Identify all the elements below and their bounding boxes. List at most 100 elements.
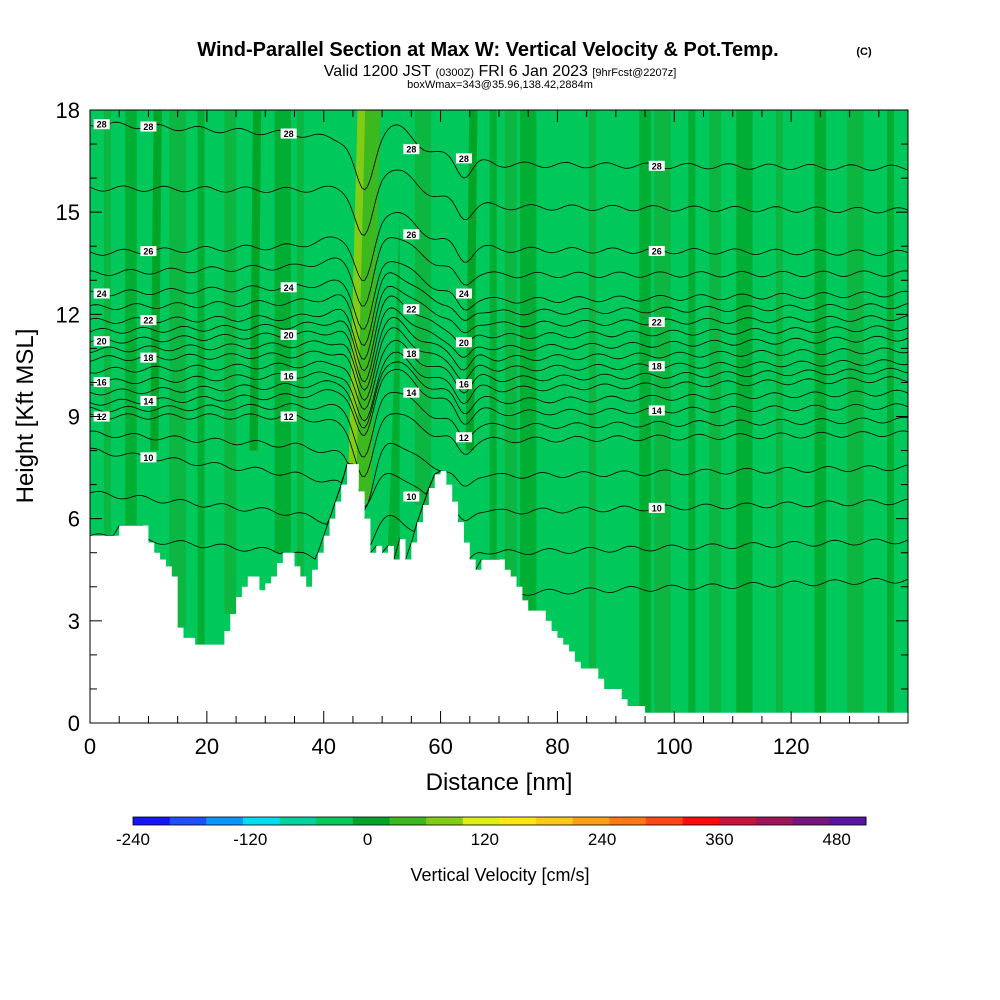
contour-label-bg	[648, 316, 665, 327]
contour-label-text: 10	[406, 492, 416, 502]
contour-label: 18	[140, 352, 157, 363]
chart-subtitle-2: boxWmax=343@35.96,138.42,2884m	[407, 79, 593, 91]
chart-title: Wind-Parallel Section at Max W: Vertical…	[197, 39, 778, 61]
contour-label-text: 16	[459, 380, 469, 390]
contour-label-bg	[93, 377, 110, 388]
velocity-streak	[775, 110, 783, 713]
contour-label-bg	[280, 411, 297, 422]
theta-contour-line	[90, 351, 908, 422]
colorbar-swatch	[756, 817, 794, 825]
theta-contour-line	[90, 285, 908, 360]
theta-contour-line	[90, 368, 908, 436]
colorbar-tick-label: 240	[588, 830, 616, 849]
contour-label-text: 10	[143, 453, 153, 463]
chart-subtitle: Valid 1200 JST (0300Z) FRI 6 Jan 2023 [9…	[324, 63, 677, 80]
contour-label-text: 16	[97, 378, 107, 388]
theta-contour-line	[90, 391, 908, 458]
contour-label-bg	[280, 329, 297, 340]
y-axis-label: Height [Kft MSL]	[12, 329, 39, 504]
contour-label-bg	[93, 119, 110, 130]
contour-label: 10	[140, 452, 157, 463]
contour-label-bg	[648, 361, 665, 372]
x-axis-label: Distance [nm]	[426, 769, 573, 796]
colorbar-swatch	[792, 817, 830, 825]
contour-label-bg	[648, 405, 665, 416]
velocity-streak	[588, 110, 596, 669]
plot-area	[90, 110, 908, 723]
contour-label-text: 26	[652, 246, 662, 256]
theta-contour-line	[90, 463, 908, 560]
contour-label-bg	[280, 128, 297, 139]
contour-label-bg	[403, 348, 420, 359]
contour-label-text: 28	[143, 122, 153, 132]
contour-label-text: 22	[406, 305, 416, 315]
y-tick-label: 12	[56, 302, 80, 327]
velocity-band	[369, 110, 404, 533]
y-tick-label: 9	[68, 405, 80, 430]
theta-contour-line	[90, 339, 908, 411]
contour-label-text: 16	[284, 371, 294, 381]
y-tick-label: 6	[68, 507, 80, 532]
colorbar-swatch	[719, 817, 757, 825]
contour-label-bg	[403, 229, 420, 240]
contour-label-bg	[455, 379, 472, 390]
contour-label-bg	[93, 336, 110, 347]
y-tick-label: 0	[68, 711, 80, 736]
theta-contour-line	[90, 237, 908, 307]
velocity-streak	[709, 110, 722, 713]
contour-label: 26	[648, 245, 665, 256]
contour-label: 10	[403, 491, 420, 502]
y-tick-label: 15	[56, 200, 80, 225]
x-tick-label: 40	[311, 734, 335, 759]
colorbar-swatch	[462, 817, 500, 825]
theta-contour-line	[90, 316, 908, 391]
contour-label: 24	[280, 282, 297, 293]
theta-contour-line	[90, 463, 908, 596]
contour-label-bg	[455, 153, 472, 164]
contour-label-text: 20	[459, 338, 469, 348]
colorbar-swatch	[829, 817, 867, 825]
contour-label-text: 20	[97, 337, 107, 347]
colorbar-swatch	[352, 817, 391, 825]
contour-label-bg	[280, 370, 297, 381]
colorbar-swatch	[206, 817, 244, 825]
velocity-streak	[197, 110, 205, 645]
copyright-mark: (C)	[856, 46, 872, 58]
contour-label: 24	[93, 288, 110, 299]
colorbar-swatch	[169, 817, 207, 825]
velocity-band	[249, 110, 262, 451]
colorbar-swatch	[389, 817, 427, 825]
velocity-field	[104, 110, 894, 713]
contour-label: 16	[455, 379, 472, 390]
colorbar-tick-label: 0	[363, 830, 372, 849]
contour-label: 10	[648, 502, 665, 513]
velocity-streak	[104, 110, 112, 536]
x-tick-label: 100	[656, 734, 693, 759]
contour-label: 22	[140, 315, 157, 326]
colorbar-swatch	[242, 817, 281, 825]
velocity-streak	[224, 110, 237, 615]
theta-contour-line	[90, 212, 908, 281]
contour-label-text: 28	[652, 161, 662, 171]
contour-label: 26	[140, 246, 157, 257]
contour-label-text: 22	[652, 317, 662, 327]
y-axis: 0 3 6 9 12 15 18	[56, 98, 908, 736]
contour-label-bg	[140, 395, 157, 406]
y-tick-label: 18	[56, 98, 80, 123]
contour-label-text: 20	[284, 330, 294, 340]
contour-label: 16	[93, 377, 110, 388]
contour-label-text: 12	[284, 412, 294, 422]
velocity-streak	[414, 110, 432, 506]
theta-contour-line	[90, 430, 908, 511]
colorbar-swatch	[133, 817, 171, 825]
contour-label: 12	[280, 411, 297, 422]
theta-contours	[90, 121, 908, 596]
contour-label: 22	[403, 304, 420, 315]
contour-label-text: 28	[406, 145, 416, 155]
contour-label: 14	[403, 387, 420, 398]
contour-label-bg	[648, 160, 665, 171]
velocity-streak	[169, 110, 186, 628]
contour-label-bg	[140, 246, 157, 257]
theta-contour-line	[90, 413, 908, 478]
